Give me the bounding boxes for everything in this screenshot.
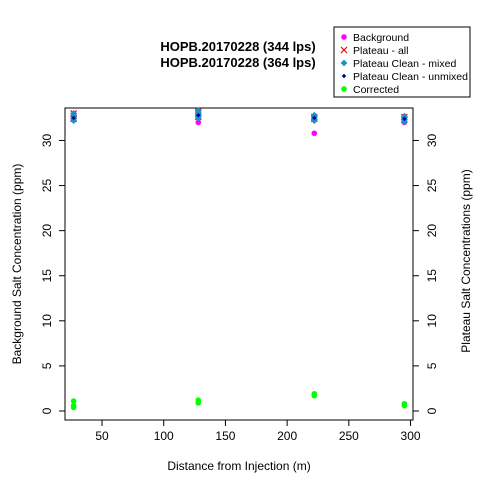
y2-tick-label: 20 [425, 224, 439, 238]
y2-tick-label: 25 [425, 179, 439, 193]
x-tick-label: 100 [154, 429, 174, 443]
y-tick-label: 30 [40, 133, 54, 147]
y-tick-label: 10 [40, 314, 54, 328]
point-plateau-clean-unmixed [402, 116, 407, 122]
legend-box [333, 26, 471, 98]
legend-marker-background [341, 34, 347, 40]
legend-marker-corrected [341, 86, 347, 92]
plot-frame [64, 107, 414, 421]
x-tick-label: 150 [215, 429, 235, 443]
point-background [311, 130, 318, 137]
y-tick-label: 20 [40, 224, 54, 238]
y-tick-label: 15 [40, 269, 54, 283]
point-corrected [70, 402, 77, 409]
y2-tick-label: 10 [425, 314, 439, 328]
point-corrected [195, 397, 202, 403]
point-plateau-clean-mixed [194, 107, 202, 115]
legend-marker-plateau-clean-unmixed [341, 73, 347, 79]
point-plateau-clean-unmixed [312, 115, 317, 121]
point-plateau-clean-mixed [400, 112, 408, 120]
y2-tick-label: 5 [425, 362, 439, 369]
x-axis: 50 100 150 200 250 300 [95, 419, 421, 443]
point-corrected [70, 398, 77, 404]
point-background [195, 119, 202, 126]
y2-tick-label: 30 [425, 133, 439, 147]
y2-axis-title: Plateau Salt Concentrations (ppm) [459, 169, 473, 352]
point-plateau-clean-unmixed [71, 115, 76, 121]
y-tick-label: 25 [40, 179, 54, 193]
legend-marker-plateau-clean-mixed [340, 59, 348, 67]
x-tick-label: 300 [401, 429, 421, 443]
y2-tick-label: 0 [425, 407, 439, 414]
point-corrected [311, 391, 318, 397]
point-plateau-clean-mixed [310, 111, 318, 119]
legend-label-plateau-clean-unmixed: Plateau Clean - unmixed [353, 71, 468, 83]
legend-label-corrected: Corrected [353, 84, 399, 96]
y-axis-left: 0 5 10 15 20 25 30 [40, 133, 66, 414]
data-points [70, 107, 408, 411]
legend-label-background: Background [353, 32, 409, 44]
x-tick-label: 50 [95, 429, 109, 443]
legend-label-plateau-clean-mixed: Plateau Clean - mixed [353, 58, 456, 70]
y-axis-title: Background Salt Concentration (ppm) [10, 164, 24, 365]
y-tick-label: 5 [40, 362, 54, 369]
x-axis-title: Distance from Injection (m) [167, 459, 310, 473]
point-plateau-clean-mixed [70, 110, 78, 117]
x-tick-label: 200 [277, 429, 297, 443]
y2-tick-label: 15 [425, 269, 439, 283]
y-axis-right: 0 5 10 15 20 25 30 [412, 133, 439, 414]
point-plateau-clean-unmixed [196, 113, 201, 118]
chart-title-line-2: HOPB.20170228 (364 lps) [160, 55, 315, 70]
legend-marker-plateau-all [340, 46, 348, 54]
y-tick-label: 0 [40, 407, 54, 414]
point-corrected [401, 400, 408, 407]
legend-label-plateau-all: Plateau - all [353, 45, 408, 57]
chart-title-line-1: HOPB.20170228 (344 lps) [160, 39, 315, 54]
x-tick-label: 250 [339, 429, 359, 443]
